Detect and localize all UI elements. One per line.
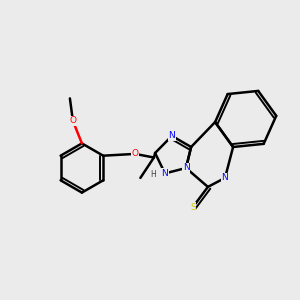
Text: N: N — [162, 169, 168, 178]
Text: N: N — [169, 131, 175, 140]
Text: O: O — [131, 149, 139, 158]
Text: N: N — [183, 164, 189, 172]
Text: O: O — [69, 116, 76, 125]
Text: H: H — [151, 170, 157, 179]
Text: S: S — [190, 202, 196, 211]
Text: N: N — [222, 173, 228, 182]
